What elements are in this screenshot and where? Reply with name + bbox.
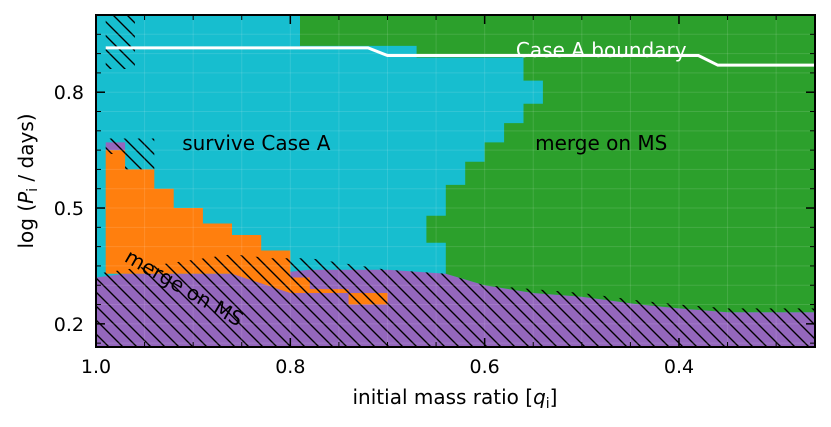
hatch-region-3 [96,254,815,347]
region-annotation: merge on MS [535,131,667,155]
hatch-region-0 [105,15,135,69]
axis-ticks: 1.0 0.8 0.6 0.4 0.2 0.5 0.8 [54,15,815,378]
y-tick-label: 0.5 [54,198,84,220]
x-axis-title: initial mass ratio [qi] [353,385,558,412]
region-merge-ms [300,15,815,313]
region-annotation: Case A boundary [516,38,687,62]
plot-frame [95,14,816,348]
x-axis-title-sub: i [546,396,550,412]
y-tick-label: 0.2 [54,314,84,336]
y-axis-title-pre: log ( [14,204,38,249]
hatch-region-2 [125,138,155,170]
boundary-layer [105,46,815,67]
y-axis-title-italic: P [14,191,38,204]
region-annotation: survive Case A [182,131,331,155]
hatch-region-1 [105,138,126,154]
x-tick-label: 0.6 [470,356,500,378]
y-axis-title: log (Pi / days) [14,113,41,248]
x-tick-label: 1.0 [81,356,111,378]
x-tick-label: 0.8 [275,356,305,378]
x-axis-title-italic: q [533,385,546,409]
x-tick-label: 0.4 [664,356,694,378]
x-axis-title-pre: initial mass ratio [ [353,385,534,409]
gridlines [96,15,815,347]
boundary-line [105,46,815,67]
hatched-regions [96,15,815,347]
y-axis-title-post: / days) [14,113,38,187]
x-axis-title-post: ] [550,385,558,409]
y-axis-title-sub: i [25,188,41,192]
y-tick-label: 0.8 [54,82,84,104]
